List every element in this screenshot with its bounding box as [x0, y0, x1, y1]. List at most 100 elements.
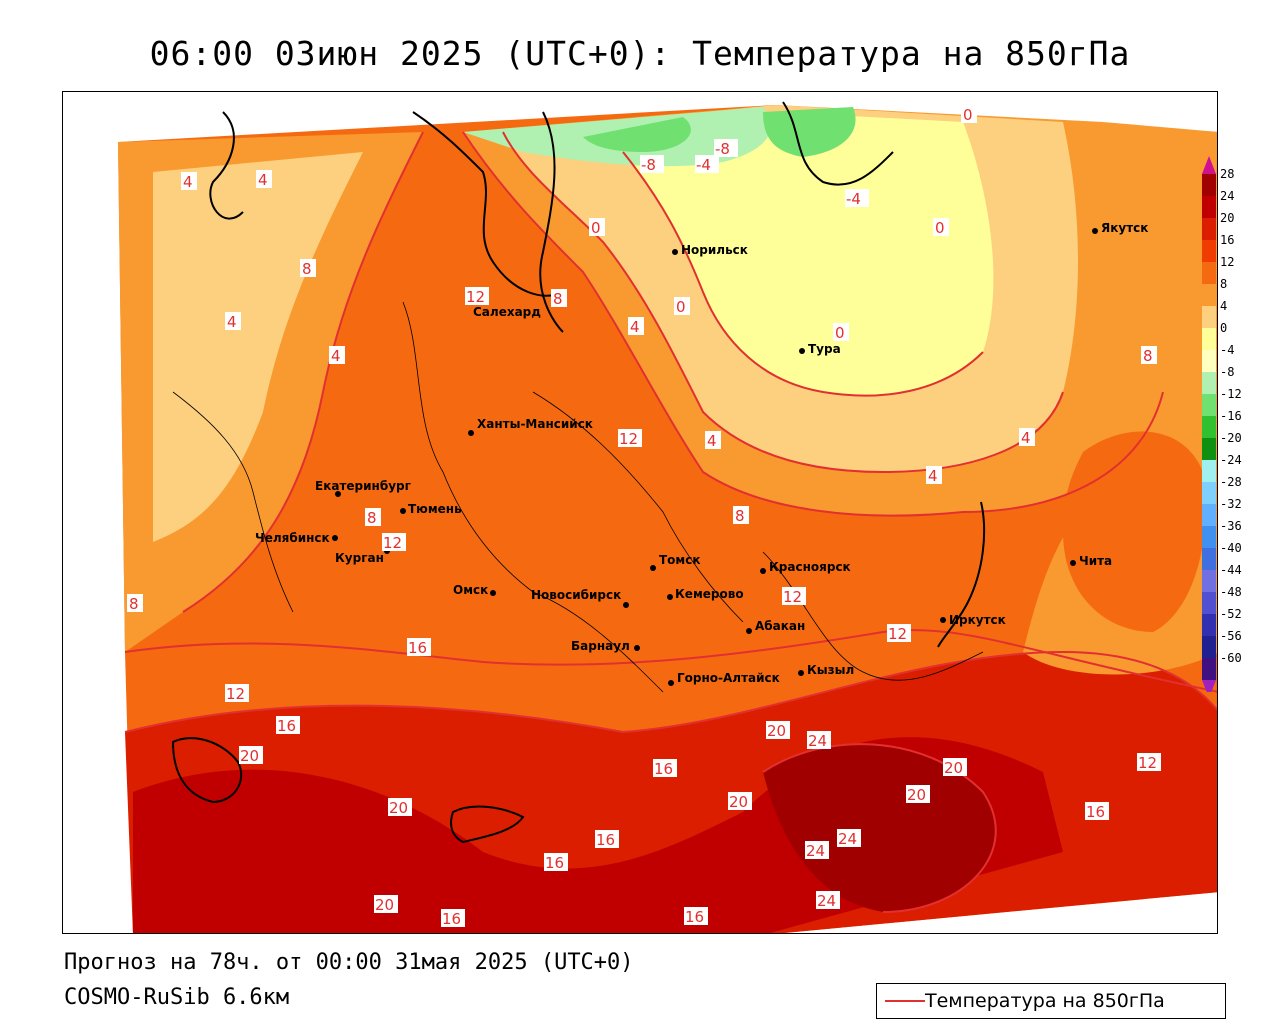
iso-label: 8 — [551, 289, 567, 308]
svg-text:Томск: Томск — [659, 553, 701, 567]
svg-text:20: 20 — [240, 747, 259, 765]
colorbar-swatch — [1202, 570, 1216, 592]
svg-text:Ханты-Мансийск: Ханты-Мансийск — [477, 417, 593, 431]
iso-label: 4 — [628, 317, 644, 336]
colorbar-swatch — [1202, 284, 1216, 306]
svg-text:Красноярск: Красноярск — [769, 560, 851, 574]
iso-label: -4 — [845, 189, 869, 208]
iso-label: 20 — [766, 721, 790, 740]
svg-text:Иркутск: Иркутск — [949, 613, 1006, 627]
iso-label: 4 — [1019, 428, 1035, 447]
colorbar-tick-label: 16 — [1220, 233, 1234, 247]
svg-text:4: 4 — [227, 313, 237, 331]
svg-text:12: 12 — [783, 588, 802, 606]
colorbar-tick-label: -40 — [1220, 541, 1242, 555]
colorbar-swatch — [1202, 526, 1216, 548]
iso-label: 20 — [943, 758, 967, 777]
iso-label: -8 — [640, 155, 664, 174]
colorbar-swatch — [1202, 262, 1216, 284]
svg-text:Тюмень: Тюмень — [408, 502, 462, 516]
colorbar-tick-label: -8 — [1220, 365, 1234, 379]
city-kemerovo: Кемерово — [667, 587, 744, 601]
colorbar-tick-label: -24 — [1220, 453, 1242, 467]
iso-label: 0 — [589, 218, 605, 237]
svg-text:4: 4 — [183, 173, 193, 191]
svg-text:12: 12 — [383, 534, 402, 552]
zone-4-west — [153, 152, 363, 542]
temperature-map[interactable]: Якутск Норильск Салехард Тура Ханты-Манс… — [62, 91, 1218, 934]
iso-label: 24 — [805, 841, 829, 860]
iso-label: 12 — [887, 624, 911, 643]
svg-text:20: 20 — [767, 722, 786, 740]
svg-text:4: 4 — [630, 318, 640, 336]
svg-text:12: 12 — [466, 288, 485, 306]
colorbar-tick-label: 0 — [1220, 321, 1227, 335]
iso-label: 4 — [926, 466, 942, 485]
isotherm-value-labels: 0 -8 -4 -8 -4 4 4 0 0 0 0 8 12 8 4 4 4 1… — [127, 105, 1161, 928]
svg-text:0: 0 — [935, 219, 945, 237]
svg-text:Кызыл: Кызыл — [807, 663, 854, 677]
colorbar-swatch — [1202, 416, 1216, 438]
colorbar-swatch — [1202, 394, 1216, 416]
colorbar-bottom-arrow — [1202, 680, 1216, 698]
svg-text:16: 16 — [408, 639, 427, 657]
iso-label: 12 — [1137, 753, 1161, 772]
svg-text:8: 8 — [367, 509, 377, 527]
svg-text:Горно-Алтайск: Горно-Алтайск — [677, 671, 780, 685]
svg-text:-4: -4 — [696, 156, 711, 174]
city-kurgan: Курган — [335, 548, 390, 565]
svg-text:Екатеринбург: Екатеринбург — [315, 479, 411, 493]
map-canvas: Якутск Норильск Салехард Тура Ханты-Манс… — [63, 92, 1217, 933]
svg-text:16: 16 — [596, 831, 615, 849]
colorbar-swatch — [1202, 306, 1216, 328]
colorbar-tick-label: -20 — [1220, 431, 1242, 445]
svg-text:Омск: Омск — [453, 583, 488, 597]
colorbar-swatch — [1202, 174, 1216, 196]
colorbar-tick-label: -12 — [1220, 387, 1242, 401]
svg-text:20: 20 — [389, 799, 408, 817]
colorbar-swatch — [1202, 548, 1216, 570]
iso-label: 24 — [807, 731, 831, 750]
iso-label: 4 — [329, 346, 345, 365]
iso-label: 20 — [374, 895, 398, 914]
iso-label: 0 — [961, 105, 977, 124]
colorbar-swatch — [1202, 218, 1216, 240]
zone-minus8-b — [763, 107, 856, 157]
iso-label: 12 — [782, 587, 806, 606]
colorbar-tick-label: 12 — [1220, 255, 1234, 269]
city-krasnoyarsk: Красноярск — [760, 560, 851, 574]
iso-label: 0 — [933, 218, 949, 237]
colorbar-swatch — [1202, 438, 1216, 460]
colorbar-swatch — [1202, 592, 1216, 614]
iso-label: 12 — [382, 533, 406, 552]
svg-text:4: 4 — [707, 432, 717, 450]
iso-label: 4 — [225, 312, 241, 331]
city-barnaul: Барнаул — [571, 639, 640, 653]
svg-text:Тура: Тура — [808, 342, 841, 356]
legend-label: Температура на 850гПа — [925, 990, 1165, 1012]
svg-text:Чита: Чита — [1079, 554, 1112, 568]
colorbar-tick-label: -52 — [1220, 607, 1242, 621]
forecast-info: Прогноз на 78ч. от 00:00 31мая 2025 (UTC… — [64, 950, 634, 975]
city-irkutsk: Иркутск — [940, 613, 1006, 627]
colorbar-tick-label: -32 — [1220, 497, 1242, 511]
svg-text:-8: -8 — [715, 140, 730, 158]
iso-label: 20 — [388, 798, 412, 817]
svg-text:0: 0 — [963, 106, 973, 124]
iso-label: 12 — [465, 287, 489, 306]
svg-text:4: 4 — [928, 467, 938, 485]
svg-text:16: 16 — [685, 908, 704, 926]
colorbar-tick-label: -36 — [1220, 519, 1242, 533]
zone-12-east — [1063, 431, 1206, 632]
city-abakan: Абакан — [746, 619, 805, 634]
svg-text:24: 24 — [808, 732, 827, 750]
city-gorno-altaysk: Горно-Алтайск — [668, 671, 780, 686]
svg-text:16: 16 — [545, 854, 564, 872]
iso-label: 16 — [1085, 802, 1109, 821]
svg-text:8: 8 — [735, 507, 745, 525]
city-khanty-mansiysk: Ханты-Мансийск — [468, 417, 593, 436]
svg-text:12: 12 — [888, 625, 907, 643]
svg-text:0: 0 — [835, 324, 845, 342]
iso-label: 12 — [618, 429, 642, 448]
city-markers: Якутск Норильск Салехард Тура Ханты-Манс… — [255, 221, 1148, 686]
